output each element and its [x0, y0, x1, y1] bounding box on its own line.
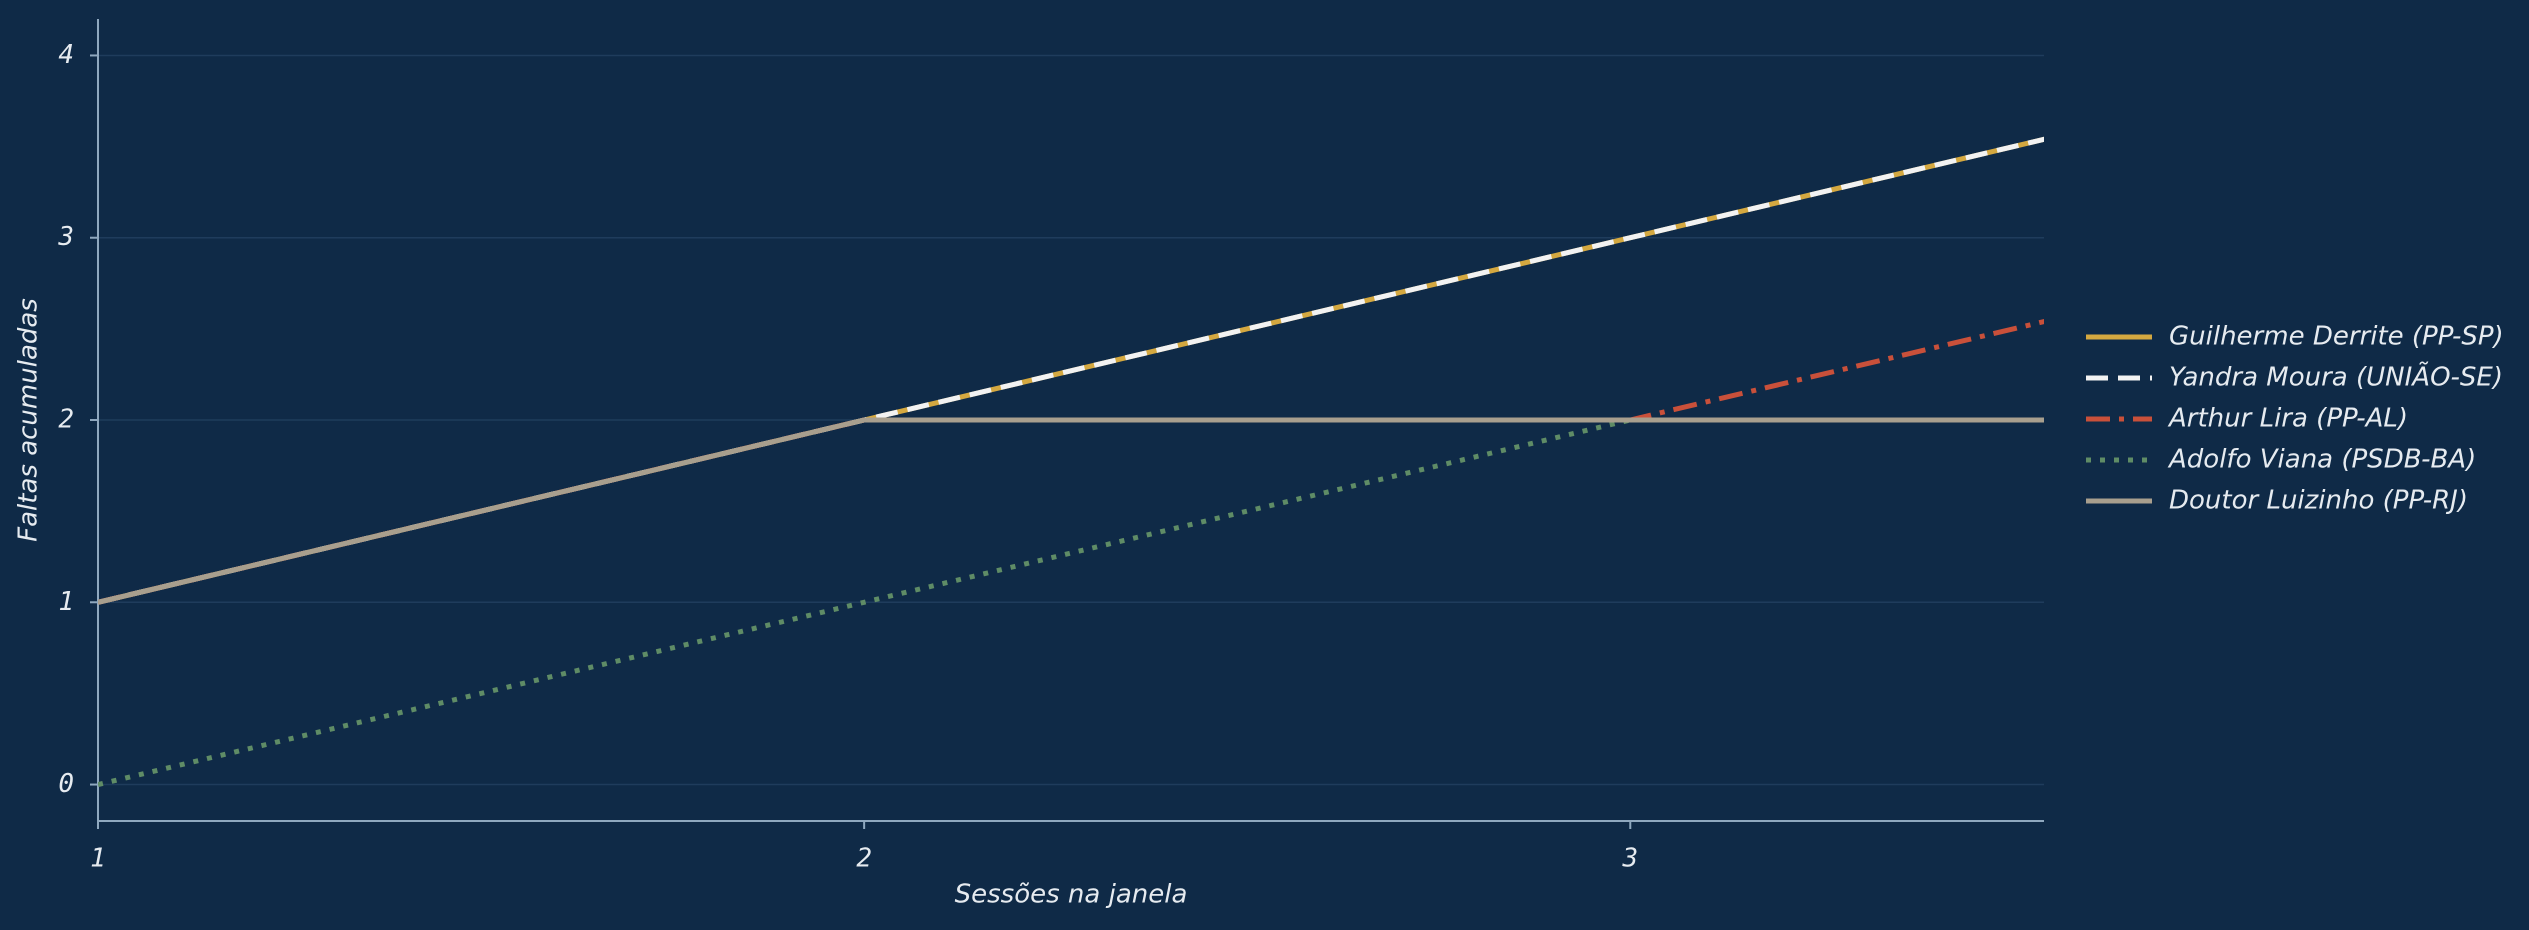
legend-label: Yandra Moura (UNIÃO-SE)	[2169, 361, 2503, 393]
y-axis-label: Faltas acumuladas	[14, 298, 44, 542]
y-tick-label: 0	[58, 769, 74, 799]
x-axis-label: Sessões na janela	[955, 880, 1188, 910]
series-line	[98, 417, 2044, 605]
legend-label: Doutor Luizinho (PP-RJ)	[2169, 486, 2468, 516]
x-tick-label: 3	[1621, 844, 1638, 874]
legend-label: Guilherme Derrite (PP-SP)	[2169, 322, 2504, 352]
y-tick-label: 1	[58, 587, 74, 617]
y-tick-label: 3	[57, 222, 74, 252]
y-tick-label: 2	[58, 405, 74, 435]
y-tick-label: 4	[58, 40, 74, 70]
series-line	[98, 417, 2044, 787]
plot-area	[98, 136, 2044, 787]
x-tick-label: 1	[90, 844, 106, 874]
legend: Guilherme Derrite (PP-SP) Yandra Moura (U…	[2086, 322, 2504, 516]
legend-label: Adolfo Viana (PSDB-BA)	[2167, 445, 2476, 475]
x-tick-label: 2	[856, 844, 872, 874]
legend-label: Arthur Lira (PP-AL)	[2167, 404, 2408, 434]
